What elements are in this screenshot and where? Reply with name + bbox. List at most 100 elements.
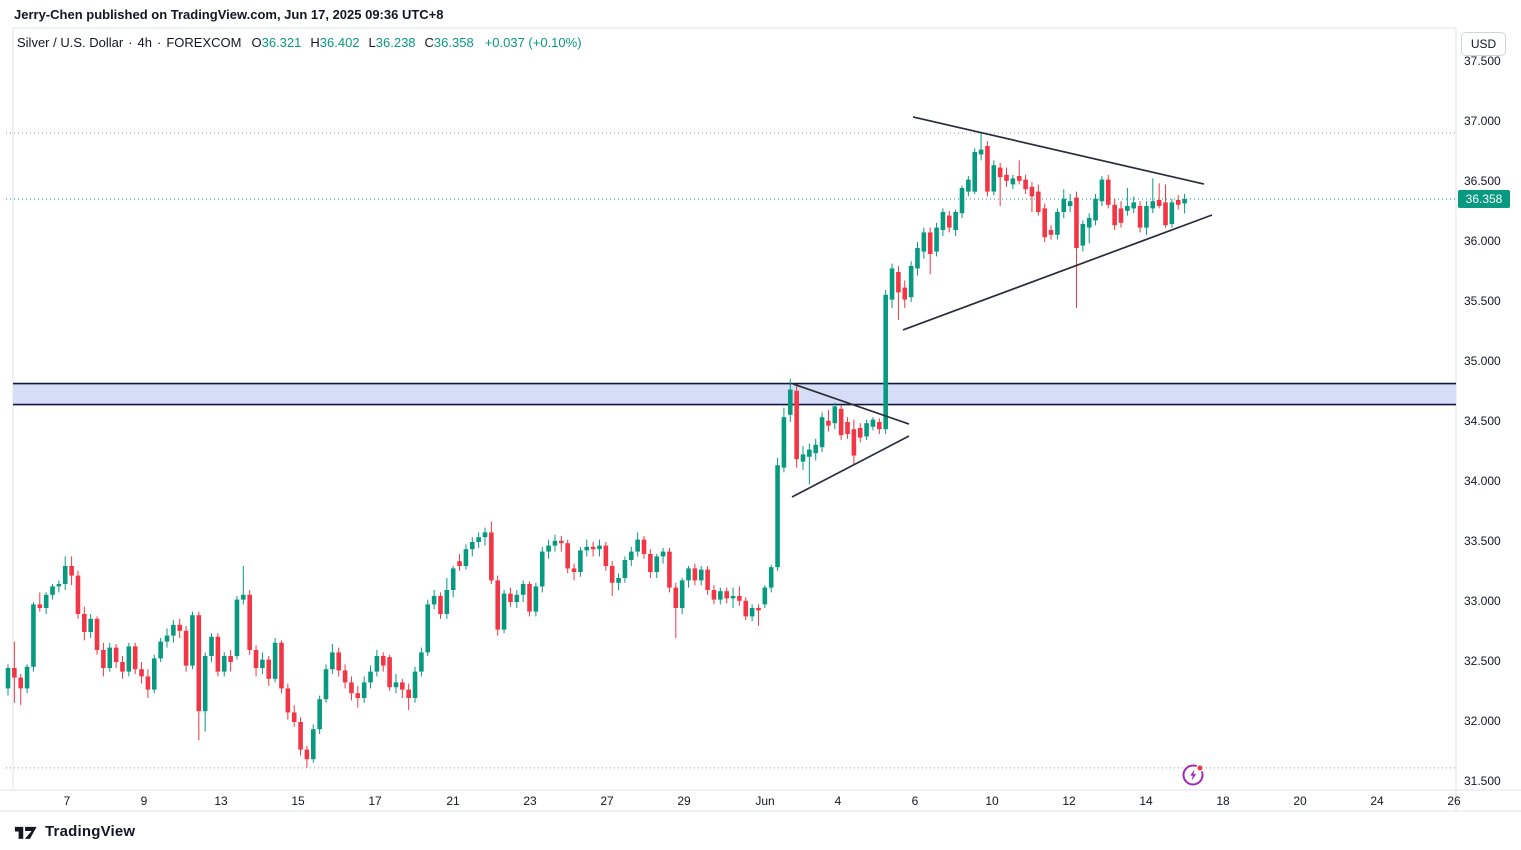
candle-body (622, 560, 628, 578)
time-tick-label: 26 (1447, 794, 1461, 808)
candle-body (221, 656, 227, 672)
candle-body (463, 549, 469, 566)
candle-body (686, 568, 691, 581)
upper-triangle-top-trendline[interactable] (912, 116, 1205, 185)
upper-triangle-bottom-trendline[interactable] (902, 214, 1213, 331)
candle-body (641, 539, 647, 554)
ohlc-letter: O (251, 35, 262, 50)
candle-body (597, 545, 602, 550)
candle-body (75, 575, 81, 614)
candle-body (266, 659, 272, 679)
publish-header: Jerry-Chen published on TradingView.com,… (14, 7, 444, 22)
candle-body (927, 232, 933, 254)
candle-body (1010, 178, 1016, 185)
candle-body (1156, 200, 1162, 206)
notification-dot (1196, 764, 1204, 772)
candle-body (698, 569, 704, 581)
candle-body (870, 419, 876, 427)
candle-body (406, 689, 411, 698)
watermark-text: TradingView (45, 823, 136, 840)
candle-body (1131, 202, 1137, 209)
ohlc-letter: H (310, 35, 320, 50)
ohlc-value: 36.321 (261, 35, 302, 50)
candle-body (228, 656, 233, 662)
candle-body (794, 390, 799, 460)
candle-body (692, 568, 698, 581)
time-tick-label: 17 (368, 794, 382, 808)
candle-body (272, 642, 278, 679)
candle-body (37, 604, 43, 608)
candle-body (724, 591, 729, 599)
lightning-event-icon[interactable] (1181, 762, 1206, 787)
candle-body (559, 540, 564, 544)
candle-body (1112, 204, 1117, 226)
candle-body (743, 600, 749, 617)
time-tick-label: 4 (834, 794, 842, 808)
price-tick-label: 37.500 (1464, 54, 1501, 68)
time-tick-label: 27 (600, 794, 614, 808)
candle-body (361, 682, 367, 698)
price-tick-label: 36.500 (1464, 174, 1501, 188)
candle-body (584, 546, 590, 551)
current-price-badge: 36.358 (1458, 190, 1510, 209)
candle-body (1061, 198, 1067, 212)
legend-separator: · (157, 35, 162, 50)
candle-body (107, 647, 113, 668)
price-axis[interactable]: 37.500 37.000 36.500 36.000 35.500 35.000 34.5… (1456, 28, 1521, 811)
candle-body (1023, 179, 1028, 190)
candle-body (660, 551, 666, 557)
candle-body (291, 712, 297, 722)
lower-triangle-top-trendline[interactable] (792, 383, 910, 425)
candle-body (145, 676, 151, 690)
candle-body (132, 646, 138, 670)
candle-body (310, 729, 316, 760)
candle-body (737, 596, 742, 601)
candle-body (190, 615, 195, 666)
ohlc-letter: C (424, 35, 434, 50)
candle-body (158, 641, 163, 659)
candle-body (171, 624, 176, 636)
time-tick-label: 10 (985, 794, 999, 808)
candle-body (527, 584, 532, 612)
candle-body (113, 647, 119, 662)
candle-body (1118, 208, 1124, 223)
price-tick-label: 37.000 (1464, 114, 1501, 128)
candle-body (520, 584, 526, 595)
candle-body (609, 566, 615, 583)
ohlc-letter: L (368, 35, 376, 50)
currency-button[interactable]: USD (1461, 32, 1506, 56)
candle-body (438, 596, 443, 614)
time-axis[interactable]: 7 9 13 15 17 21 23 27 29 Jun 4 6 10 12 14 18 20 24 26 (0, 790, 1461, 812)
price-tick-label: 36.000 (1464, 234, 1501, 248)
candle-body (1048, 230, 1054, 235)
tradingview-logo-icon (14, 826, 37, 839)
candle-body (762, 587, 768, 605)
candle-body (1074, 197, 1079, 248)
candle-body (260, 659, 265, 668)
ohlc-item: L36.238 (369, 35, 416, 50)
candle-body (62, 566, 68, 584)
candle-body (978, 149, 984, 155)
time-tick-label: 18 (1216, 794, 1230, 808)
support-resistance-band[interactable] (13, 383, 1456, 405)
time-tick-label: 14 (1139, 794, 1153, 808)
price-tick-label: 32.500 (1464, 654, 1501, 668)
ohlc-item: H36.402 (310, 35, 359, 50)
candle-body (368, 671, 373, 683)
chart-legend[interactable]: Silver / U.S. Dollar · 4h · FOREXCOM O36… (17, 35, 582, 50)
time-tick-label: 20 (1293, 794, 1307, 808)
candle-body (730, 596, 736, 599)
candle-body (991, 165, 997, 192)
candle-body (342, 670, 348, 683)
candle-body (654, 556, 660, 572)
candle-body (718, 591, 723, 600)
candle-body (673, 587, 679, 608)
lower-triangle-bottom-trendline[interactable] (791, 435, 910, 498)
candle-body (482, 532, 488, 538)
candle-body (501, 593, 507, 630)
tradingview-watermark[interactable]: TradingView (14, 823, 135, 840)
candle-body (787, 389, 793, 415)
ohlc-values: O36.321 H36.402 L36.238 C36.358 (251, 35, 482, 50)
candle-body (431, 596, 437, 605)
